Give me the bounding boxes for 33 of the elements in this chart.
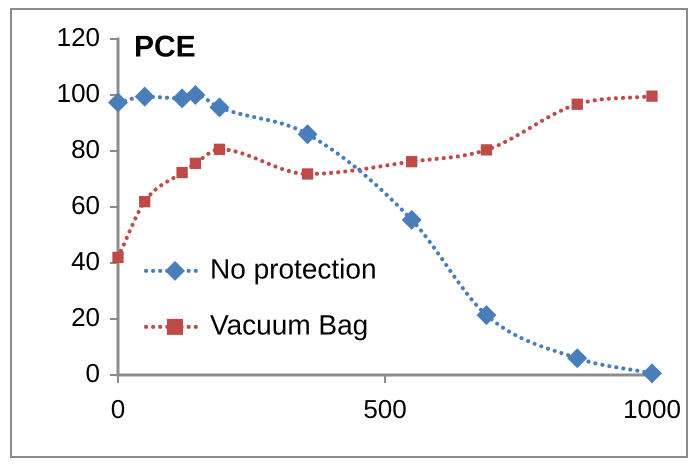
point xyxy=(209,97,230,118)
point xyxy=(302,168,314,180)
y-tick-label: 100 xyxy=(56,78,100,108)
point xyxy=(298,124,318,144)
y-tick-label: 0 xyxy=(86,358,100,388)
point xyxy=(139,196,150,208)
point xyxy=(108,92,128,113)
point xyxy=(646,90,658,102)
point xyxy=(176,166,188,178)
y-tick-label: 80 xyxy=(71,134,100,164)
point xyxy=(642,363,662,384)
y-tick-label: 60 xyxy=(71,190,100,220)
point xyxy=(406,156,418,168)
legend-label: Vacuum Bag xyxy=(210,310,368,341)
legend-label: No protection xyxy=(210,254,377,285)
point xyxy=(402,210,422,230)
point xyxy=(567,348,588,368)
point xyxy=(214,144,226,155)
point xyxy=(190,158,202,169)
point xyxy=(185,85,206,105)
point xyxy=(480,144,492,156)
point xyxy=(572,98,583,110)
y-tick-label: 40 xyxy=(71,246,100,276)
x-tick-label: 500 xyxy=(363,394,407,424)
point xyxy=(172,88,192,108)
chart-title: PCE xyxy=(134,30,196,64)
y-tick-label: 20 xyxy=(71,302,100,332)
x-tick-label: 1000 xyxy=(623,394,681,424)
x-tick-label: 0 xyxy=(110,394,126,424)
point xyxy=(112,252,124,264)
point xyxy=(476,305,496,326)
y-tick-label: 120 xyxy=(56,22,100,52)
point xyxy=(134,86,155,107)
